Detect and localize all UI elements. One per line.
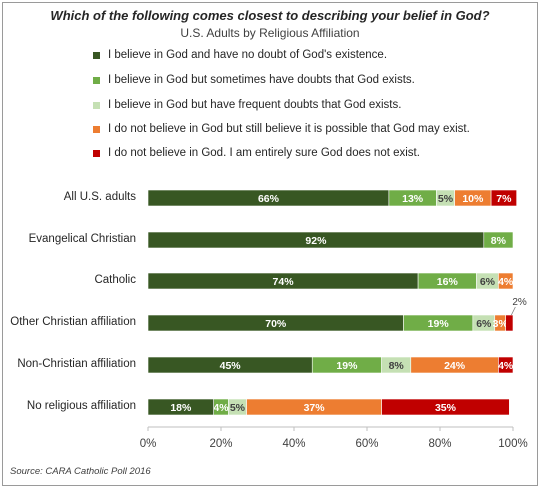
bar-segment: [505, 314, 514, 332]
data-label: 6%: [476, 318, 492, 330]
x-tick-label: 40%: [282, 438, 305, 450]
chart-subtitle: U.S. Adults by Religious Affiliation: [180, 26, 360, 40]
x-tick-label: 60%: [355, 438, 378, 450]
legend-swatch: [93, 149, 100, 157]
data-label: 92%: [305, 235, 327, 247]
data-label: 37%: [304, 402, 326, 414]
data-label: 7%: [496, 193, 512, 205]
source-note: Source: CARA Catholic Poll 2016: [10, 466, 151, 477]
legend-label: I believe in God but sometimes have doub…: [108, 74, 415, 86]
data-label: 4%: [498, 360, 514, 372]
category-label-non-christian: Non-Christian affiliation: [17, 358, 136, 370]
data-label: 6%: [480, 276, 496, 288]
data-label: 19%: [336, 360, 358, 372]
bar-segment: [381, 398, 510, 416]
data-label: 8%: [389, 360, 405, 372]
data-label: 16%: [437, 276, 459, 288]
x-tick-label: 0%: [140, 438, 157, 450]
legend-label: I do not believe in God. I am entirely s…: [108, 147, 420, 159]
x-tick-label: 20%: [209, 438, 232, 450]
bar-segment: [498, 356, 514, 374]
category-label-catholic: Catholic: [94, 274, 136, 286]
data-label: 8%: [491, 235, 507, 247]
legend-label: I believe in God but have frequent doubt…: [108, 99, 402, 111]
legend-swatch: [93, 51, 100, 59]
legend-item-frequent-doubts: I believe in God but have frequent doubt…: [93, 98, 401, 112]
chart-title: Which of the following comes closest to …: [50, 8, 490, 23]
legend-item-no-doubt: I believe in God and have no doubt of Go…: [93, 48, 387, 62]
legend-swatch: [93, 101, 100, 109]
data-label: 18%: [170, 402, 192, 414]
data-label: 70%: [265, 318, 287, 330]
legend-swatch: [93, 125, 100, 133]
data-label: 45%: [220, 360, 242, 372]
x-tick-label: 80%: [428, 438, 451, 450]
category-label-evangelical: Evangelical Christian: [28, 233, 136, 245]
data-label: 10%: [462, 193, 484, 205]
bar-segment: [483, 231, 514, 249]
data-label: 74%: [273, 276, 295, 288]
legend-label: I do not believe in God but still believ…: [108, 123, 470, 135]
data-label-leader: [510, 306, 516, 316]
x-tick-label: 100%: [498, 438, 527, 450]
data-label: 13%: [402, 193, 424, 205]
data-label: 4%: [213, 402, 229, 414]
category-label-all-adults: All U.S. adults: [63, 191, 136, 203]
category-label-other-christian: Other Christian affiliation: [10, 316, 136, 328]
data-label: 4%: [498, 276, 514, 288]
legend-item-sometimes-doubts: I believe in God but sometimes have doub…: [93, 73, 415, 87]
legend-swatch: [93, 76, 100, 84]
data-label: 5%: [230, 402, 246, 414]
data-label: 66%: [258, 193, 280, 205]
bar-segment: [490, 189, 517, 207]
data-label: 2%: [512, 297, 527, 308]
category-label-no-religion: No religious affiliation: [26, 400, 136, 412]
legend-label: I believe in God and have no doubt of Go…: [108, 49, 388, 61]
data-label: 19%: [428, 318, 450, 330]
legend-item-possible: I do not believe in God but still believ…: [93, 122, 470, 136]
bar-segment: [498, 272, 514, 290]
data-label: 35%: [435, 402, 457, 414]
data-label: 24%: [444, 360, 466, 372]
data-label: 3%: [493, 318, 509, 330]
data-label: 5%: [438, 193, 454, 205]
legend-item-sure-not: I do not believe in God. I am entirely s…: [93, 146, 420, 160]
